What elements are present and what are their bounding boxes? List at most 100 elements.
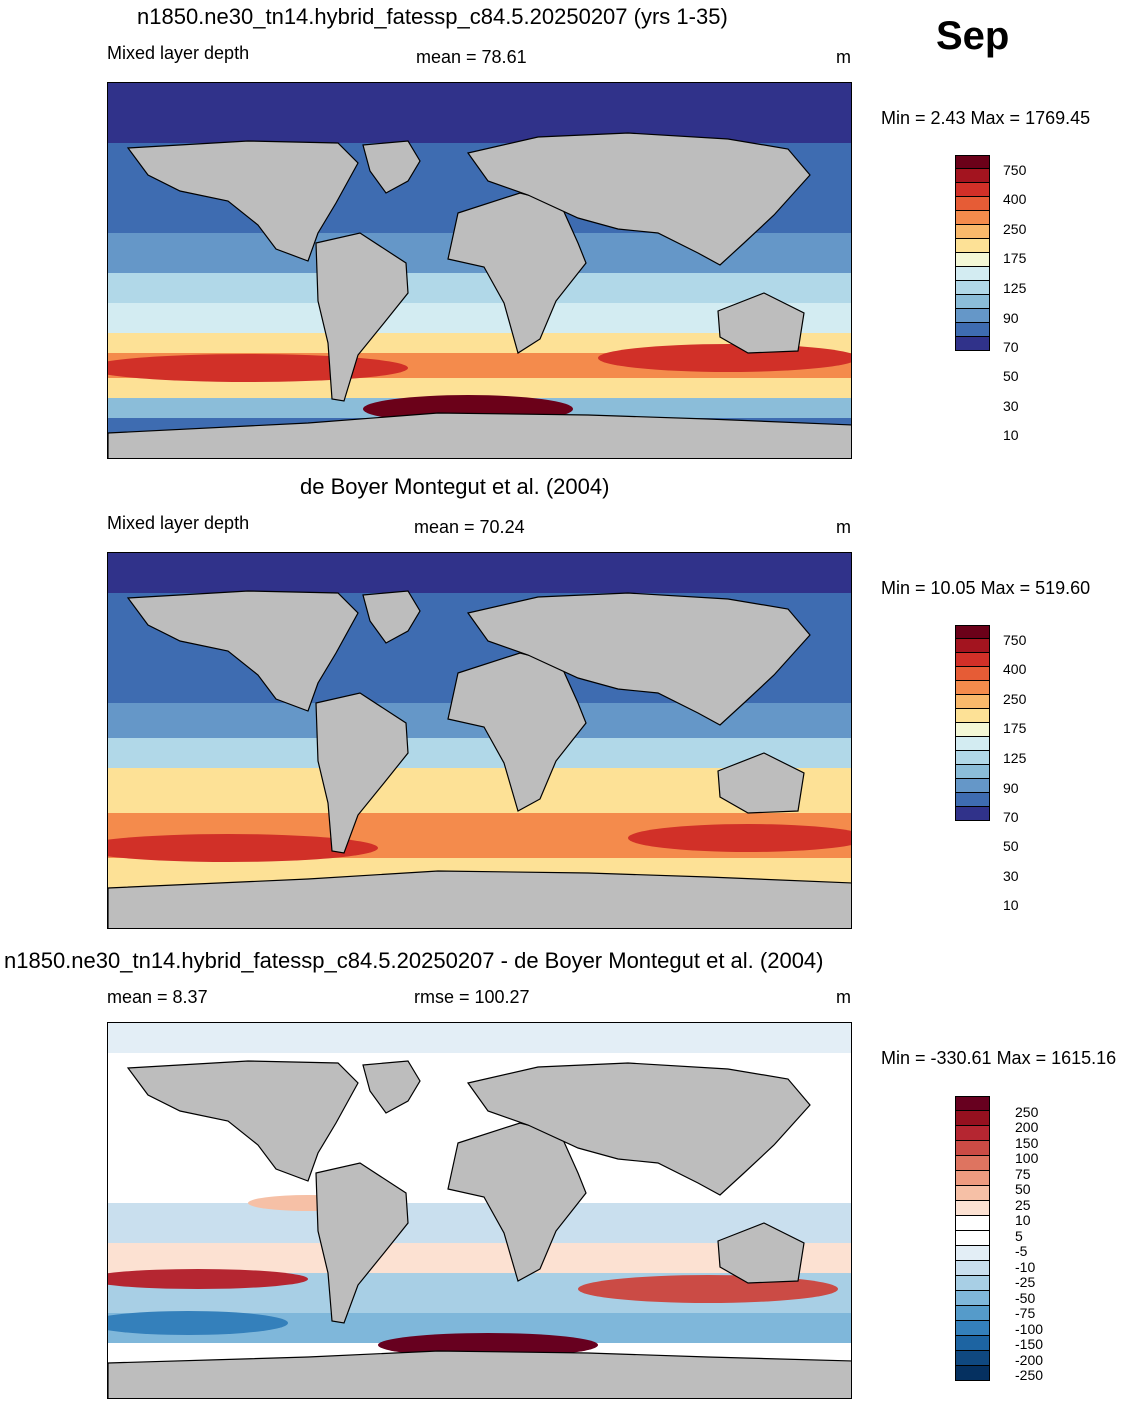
- panel-2-title: de Boyer Montegut et al. (2004): [300, 474, 610, 499]
- panel-1-minmax-label: Min = 2.43 Max = 1769.45: [881, 108, 1091, 128]
- panel-2-colorbar: [955, 625, 990, 821]
- panel-1-colorbar-label: 50: [1003, 368, 1019, 384]
- panel-2-colorbar-label: 175: [1003, 720, 1027, 736]
- panel-3-colorbar-label: 5: [1015, 1228, 1023, 1244]
- panel-1-colorbar: [955, 155, 990, 351]
- panel-2-colorbar-label: 250: [1003, 691, 1027, 707]
- panel-3-colorbar-box: [955, 1186, 990, 1201]
- panel-3-colorbar-label: -200: [1015, 1352, 1044, 1368]
- panel-3-colorbar-box: [955, 1156, 990, 1171]
- panel-1-colorbar-box: [955, 239, 990, 253]
- panel-2-colorbar-label: 90: [1003, 780, 1019, 796]
- panel-2-colorbar-box: [955, 765, 990, 779]
- panel-3-rmse-label: rmse = 100.27: [414, 987, 530, 1007]
- panel-3-map: [107, 1022, 852, 1399]
- panel-3-colorbar-label: -50: [1015, 1290, 1036, 1306]
- panel-3-colorbar-box: [955, 1096, 990, 1111]
- panel-2-colorbar-box: [955, 807, 990, 821]
- panel-1-title: n1850.ne30_tn14.hybrid_fatessp_c84.5.202…: [137, 4, 728, 29]
- panel-3-land: [108, 1060, 851, 1398]
- panel-3-colorbar-label: -75: [1015, 1305, 1036, 1321]
- panel-2-colorbar-label: 400: [1003, 661, 1027, 677]
- month-label: Sep: [936, 14, 1010, 58]
- panel-2-map: [107, 552, 852, 929]
- panel-1-colorbar-box: [955, 155, 990, 169]
- panel-3-colorbar-label: 250: [1015, 1104, 1039, 1120]
- panel-3-colorbar-label: -150: [1015, 1336, 1044, 1352]
- panel-2-colorbar-label: 50: [1003, 838, 1019, 854]
- panel-1-units-label: m: [836, 47, 851, 67]
- panel-1-colorbar-label: 30: [1003, 398, 1019, 414]
- panel-1-map: [107, 82, 852, 459]
- panel-3-colorbar-box: [955, 1336, 990, 1351]
- panel-1-colorbar-box: [955, 323, 990, 337]
- panel-2-colorbar-label: 10: [1003, 897, 1019, 913]
- panel-3-colorbar-box: [955, 1366, 990, 1381]
- panel-3-colorbar-box: [955, 1261, 990, 1276]
- panel-1-colorbar-box: [955, 309, 990, 323]
- panel-1-colorbar-box: [955, 295, 990, 309]
- panel-1-colorbar-label: 750: [1003, 162, 1027, 178]
- panel-1-colorbar-box: [955, 197, 990, 211]
- panel-3-colorbar-box: [955, 1306, 990, 1321]
- panel-2-colorbar-box: [955, 723, 990, 737]
- panel-1-colorbar-label: 400: [1003, 191, 1027, 207]
- panel-1-colorbar-box: [955, 337, 990, 351]
- panel-1-colorbar-label: 250: [1003, 221, 1027, 237]
- panel-2-colorbar-box: [955, 737, 990, 751]
- panel-3-colorbar-label: 150: [1015, 1135, 1039, 1151]
- panel-2-colorbar-label: 30: [1003, 868, 1019, 884]
- panel-2-minmax-label: Min = 10.05 Max = 519.60: [881, 578, 1091, 598]
- panel-3-colorbar-box: [955, 1351, 990, 1366]
- panel-3-colorbar-label: 75: [1015, 1166, 1031, 1182]
- panel-3-colorbar-box: [955, 1246, 990, 1261]
- panel-1-colorbar-label: 90: [1003, 310, 1019, 326]
- panel-1-land: [108, 132, 851, 458]
- panel-1-colorbar-label: 175: [1003, 250, 1027, 266]
- panel-2-colorbar-box: [955, 709, 990, 723]
- panel-1-colorbar-box: [955, 267, 990, 281]
- panel-3-colorbar-box: [955, 1276, 990, 1291]
- panel-3-colorbar-label: -100: [1015, 1321, 1044, 1337]
- panel-2-colorbar-box: [955, 793, 990, 807]
- panel-1-colorbar-label: 125: [1003, 280, 1027, 296]
- panel-1-colorbar-label: 70: [1003, 339, 1019, 355]
- panel-3-colorbar-box: [955, 1171, 990, 1186]
- panel-3-colorbar-box: [955, 1141, 990, 1156]
- panel-1-variable-label: Mixed layer depth: [107, 43, 250, 63]
- panel-3-colorbar-box: [955, 1111, 990, 1126]
- panel-3-title: n1850.ne30_tn14.hybrid_fatessp_c84.5.202…: [4, 948, 824, 973]
- panel-2-colorbar-box: [955, 751, 990, 765]
- panel-1-colorbar-box: [955, 183, 990, 197]
- panel-2-mean-label: mean = 70.24: [414, 517, 525, 537]
- panel-3-colorbar-label: 100: [1015, 1150, 1039, 1166]
- panel-3-minmax-label: Min = -330.61 Max = 1615.16: [881, 1048, 1117, 1068]
- panel-3-colorbar-box: [955, 1291, 990, 1306]
- panel-3-colorbar-box: [955, 1216, 990, 1231]
- panel-3-colorbar-box: [955, 1321, 990, 1336]
- panel-3-colorbar-label: 50: [1015, 1181, 1031, 1197]
- panel-3-colorbar-label: 10: [1015, 1212, 1031, 1228]
- panel-3-units-label: m: [836, 987, 851, 1007]
- panel-2-colorbar-box: [955, 653, 990, 667]
- panel-3-colorbar-label: -250: [1015, 1367, 1044, 1383]
- panel-2-land: [108, 590, 851, 928]
- panel-1-colorbar-box: [955, 225, 990, 239]
- panel-3-colorbar-box: [955, 1201, 990, 1216]
- panel-1-colorbar-label: 10: [1003, 427, 1019, 443]
- panel-2-units-label: m: [836, 517, 851, 537]
- panel-3-colorbar-label: 200: [1015, 1119, 1039, 1135]
- panel-2-colorbar-label: 750: [1003, 632, 1027, 648]
- panel-2-colorbar-box: [955, 625, 990, 639]
- panel-1-mean-label: mean = 78.61: [416, 47, 527, 67]
- panel-1-colorbar-box: [955, 211, 990, 225]
- panel-2-colorbar-box: [955, 639, 990, 653]
- panel-2-variable-label: Mixed layer depth: [107, 513, 250, 533]
- panel-3-colorbar-label: -25: [1015, 1274, 1036, 1290]
- panel-3-colorbar: [955, 1096, 990, 1381]
- panel-3-mean-label: mean = 8.37: [107, 987, 208, 1007]
- panel-2-colorbar-box: [955, 695, 990, 709]
- panel-1-colorbar-box: [955, 281, 990, 295]
- panel-3-colorbar-box: [955, 1231, 990, 1246]
- panel-3-colorbar-box: [955, 1126, 990, 1141]
